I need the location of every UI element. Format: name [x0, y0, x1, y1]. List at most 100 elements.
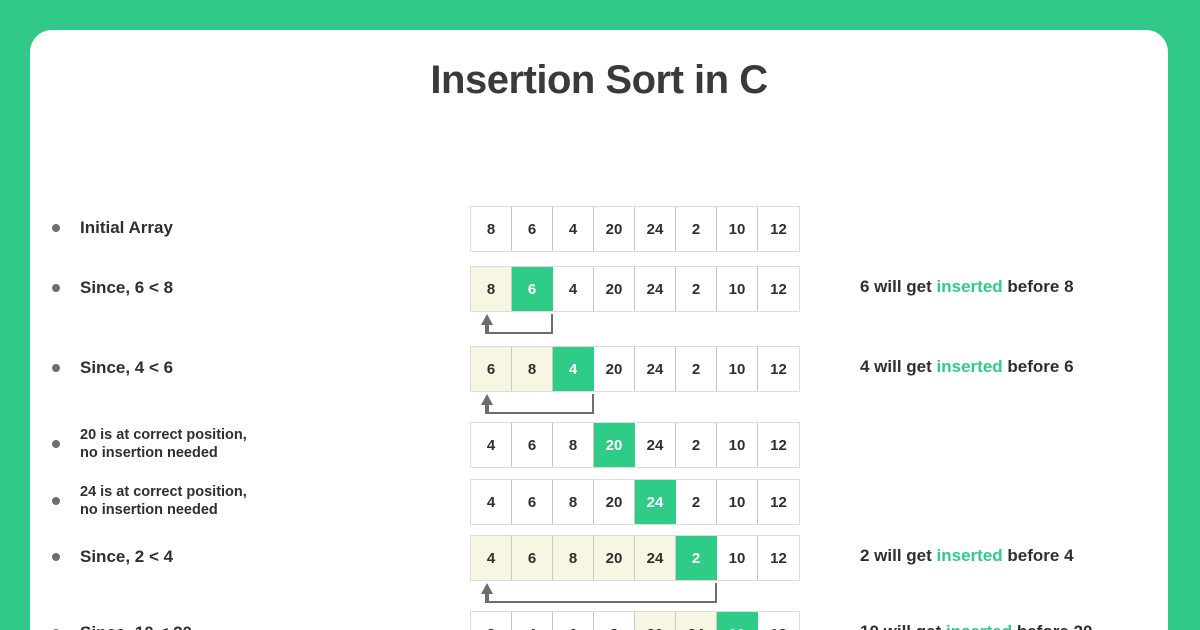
- array-row-7: 246820241012: [470, 611, 800, 630]
- array-cell[interactable]: 2: [676, 207, 717, 251]
- array-cell[interactable]: 24: [635, 347, 676, 391]
- array-cell[interactable]: 8: [471, 207, 512, 251]
- page-title: Insertion Sort in C: [430, 58, 768, 102]
- array-row-4: 4 6 8 20 24 2 10 12: [470, 422, 800, 468]
- array-cell[interactable]: 24: [635, 267, 676, 311]
- step-note-3: 4 will get inserted before 6: [860, 357, 1074, 377]
- array-row-6: 4 6 8 20 24 2 10 12: [470, 535, 800, 581]
- array-cell[interactable]: 2: [676, 536, 717, 580]
- array-cell[interactable]: 4: [553, 207, 594, 251]
- array-row-1: 8 6 4 20 24 2 10 12: [470, 206, 800, 252]
- step-label-5: 24 is at correct position, no insertion …: [52, 483, 412, 518]
- array-cell[interactable]: 20: [594, 480, 635, 524]
- insertion-arrow: [473, 312, 559, 338]
- array-cell[interactable]: 12: [758, 267, 799, 311]
- array-row-5: 4 6 8 20 24 2 10 12: [470, 479, 800, 525]
- array-cell[interactable]: 12: [758, 207, 799, 251]
- step-label-text: Since, 6 < 8: [80, 278, 174, 298]
- step-note-7: 10 will get inserted before 20: [860, 622, 1092, 630]
- array-cell[interactable]: 6: [512, 423, 553, 467]
- array-cell[interactable]: 10: [717, 347, 758, 391]
- array-cell[interactable]: 10: [717, 612, 758, 630]
- step-label-text: 24 is at correct position, no insertion …: [80, 483, 247, 518]
- array-cell[interactable]: 8: [553, 480, 594, 524]
- note-prefix: 4 will get: [860, 357, 937, 376]
- array-cell[interactable]: 24: [635, 536, 676, 580]
- array-cell[interactable]: 24: [635, 480, 676, 524]
- array-cell[interactable]: 12: [758, 423, 799, 467]
- array-cell[interactable]: 20: [594, 207, 635, 251]
- array-cell[interactable]: 8: [471, 267, 512, 311]
- array-cell[interactable]: 6: [512, 207, 553, 251]
- array-cell[interactable]: 6: [512, 267, 553, 311]
- note-suffix: before 6: [1002, 357, 1074, 376]
- insertion-arrow: [473, 581, 723, 607]
- array-cell[interactable]: 6: [471, 347, 512, 391]
- array-cell[interactable]: 4: [471, 536, 512, 580]
- array-cell[interactable]: 24: [635, 207, 676, 251]
- bullet-icon: [52, 497, 60, 505]
- array-cell[interactable]: 8: [553, 423, 594, 467]
- array-cell[interactable]: 24: [676, 612, 717, 630]
- note-prefix: 10 will get: [860, 622, 946, 630]
- array-cell[interactable]: 6: [553, 612, 594, 630]
- array-cell[interactable]: 20: [594, 347, 635, 391]
- array-cell[interactable]: 4: [471, 480, 512, 524]
- array-cell[interactable]: 2: [471, 612, 512, 630]
- bullet-icon: [52, 284, 60, 292]
- note-suffix: before 8: [1002, 277, 1074, 296]
- array-cell[interactable]: 12: [758, 347, 799, 391]
- step-label-text: Since, 10 < 20: [80, 622, 192, 630]
- step-label-3: Since, 4 < 6: [52, 352, 412, 384]
- array-cell[interactable]: 10: [717, 536, 758, 580]
- array-cell[interactable]: 6: [512, 480, 553, 524]
- array-cell[interactable]: 4: [553, 267, 594, 311]
- note-prefix: 6 will get: [860, 277, 937, 296]
- array-cell[interactable]: 20: [594, 536, 635, 580]
- bullet-icon: [52, 364, 60, 372]
- array-cell[interactable]: 4: [471, 423, 512, 467]
- array-cell[interactable]: 10: [717, 423, 758, 467]
- note-highlight: inserted: [946, 622, 1012, 630]
- array-cell[interactable]: 8: [512, 347, 553, 391]
- array-row-3: 6 8 4 20 24 2 10 12: [470, 346, 800, 392]
- bullet-icon: [52, 553, 60, 561]
- array-cell[interactable]: 20: [594, 267, 635, 311]
- array-cell[interactable]: 2: [676, 480, 717, 524]
- array-row-2: 8 6 4 20 24 2 10 12: [470, 266, 800, 312]
- array-cell[interactable]: 8: [594, 612, 635, 630]
- array-cell[interactable]: 4: [553, 347, 594, 391]
- array-cell[interactable]: 10: [717, 480, 758, 524]
- array-cell[interactable]: 12: [758, 480, 799, 524]
- array-cell[interactable]: 8: [553, 536, 594, 580]
- array-cell[interactable]: 10: [717, 207, 758, 251]
- step-label-text: Since, 4 < 6: [80, 358, 174, 378]
- note-suffix: before 4: [1002, 546, 1074, 565]
- step-label-text: Initial Array: [80, 218, 173, 238]
- step-label-2: Since, 6 < 8: [52, 272, 412, 304]
- note-highlight: inserted: [936, 277, 1003, 296]
- array-cell[interactable]: 12: [758, 612, 799, 630]
- array-cell[interactable]: 4: [512, 612, 553, 630]
- step-note-2: 6 will get inserted before 8: [860, 277, 1074, 297]
- insertion-arrow: [473, 392, 600, 418]
- array-cell[interactable]: 2: [676, 423, 717, 467]
- array-cell[interactable]: 20: [635, 612, 676, 630]
- array-cell[interactable]: 20: [594, 423, 635, 467]
- step-label-4: 20 is at correct position, no insertion …: [52, 426, 412, 461]
- array-cell[interactable]: 6: [512, 536, 553, 580]
- array-cell[interactable]: 10: [717, 267, 758, 311]
- note-suffix: before 20: [1012, 622, 1093, 630]
- array-cell[interactable]: 2: [676, 347, 717, 391]
- step-label-6: Since, 2 < 4: [52, 541, 412, 573]
- note-highlight: inserted: [936, 546, 1003, 565]
- step-label-1: Initial Array: [52, 212, 412, 244]
- array-cell[interactable]: 2: [676, 267, 717, 311]
- note-prefix: 2 will get: [860, 546, 937, 565]
- content-card: Insertion Sort in C Initial Array 8 6 4 20 24…: [30, 30, 1168, 630]
- array-cell[interactable]: 24: [635, 423, 676, 467]
- array-cell[interactable]: 12: [758, 536, 799, 580]
- step-label-text: 20 is at correct position, no insertion …: [80, 426, 247, 461]
- step-note-6: 2 will get inserted before 4: [860, 546, 1074, 566]
- step-label-7: Since, 10 < 20: [52, 617, 412, 630]
